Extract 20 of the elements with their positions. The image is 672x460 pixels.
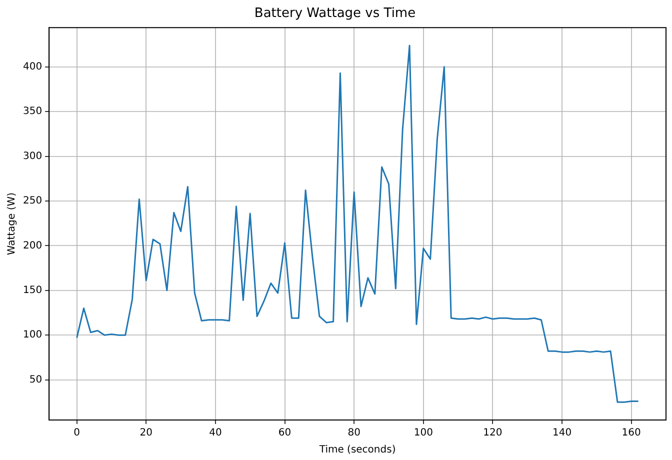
x-tick-label: 60 bbox=[278, 428, 292, 439]
y-tick-label: 50 bbox=[29, 374, 42, 386]
y-tick-label: 300 bbox=[22, 150, 42, 162]
y-tick-label: 150 bbox=[22, 284, 42, 296]
x-tick-label: 160 bbox=[622, 428, 641, 439]
y-axis-title: Wattage (W) bbox=[6, 192, 18, 256]
x-tick-label: 80 bbox=[348, 428, 360, 439]
x-tick-label: 0 bbox=[74, 428, 80, 439]
x-tick-label: 40 bbox=[209, 428, 222, 439]
y-tick-label: 100 bbox=[22, 330, 42, 341]
y-tick-label: 350 bbox=[22, 106, 42, 118]
x-tick-label: 100 bbox=[414, 428, 433, 439]
chart-title: Battery Wattage vs Time bbox=[254, 6, 416, 22]
x-tick-label: 20 bbox=[140, 428, 152, 439]
x-tick-label: 140 bbox=[552, 428, 572, 439]
y-tick-label: 400 bbox=[22, 62, 42, 73]
y-tick-label: 250 bbox=[22, 196, 42, 207]
x-axis-title: Time (seconds) bbox=[318, 444, 396, 456]
y-tick-label: 200 bbox=[22, 240, 42, 252]
x-tick-label: 120 bbox=[483, 428, 502, 439]
